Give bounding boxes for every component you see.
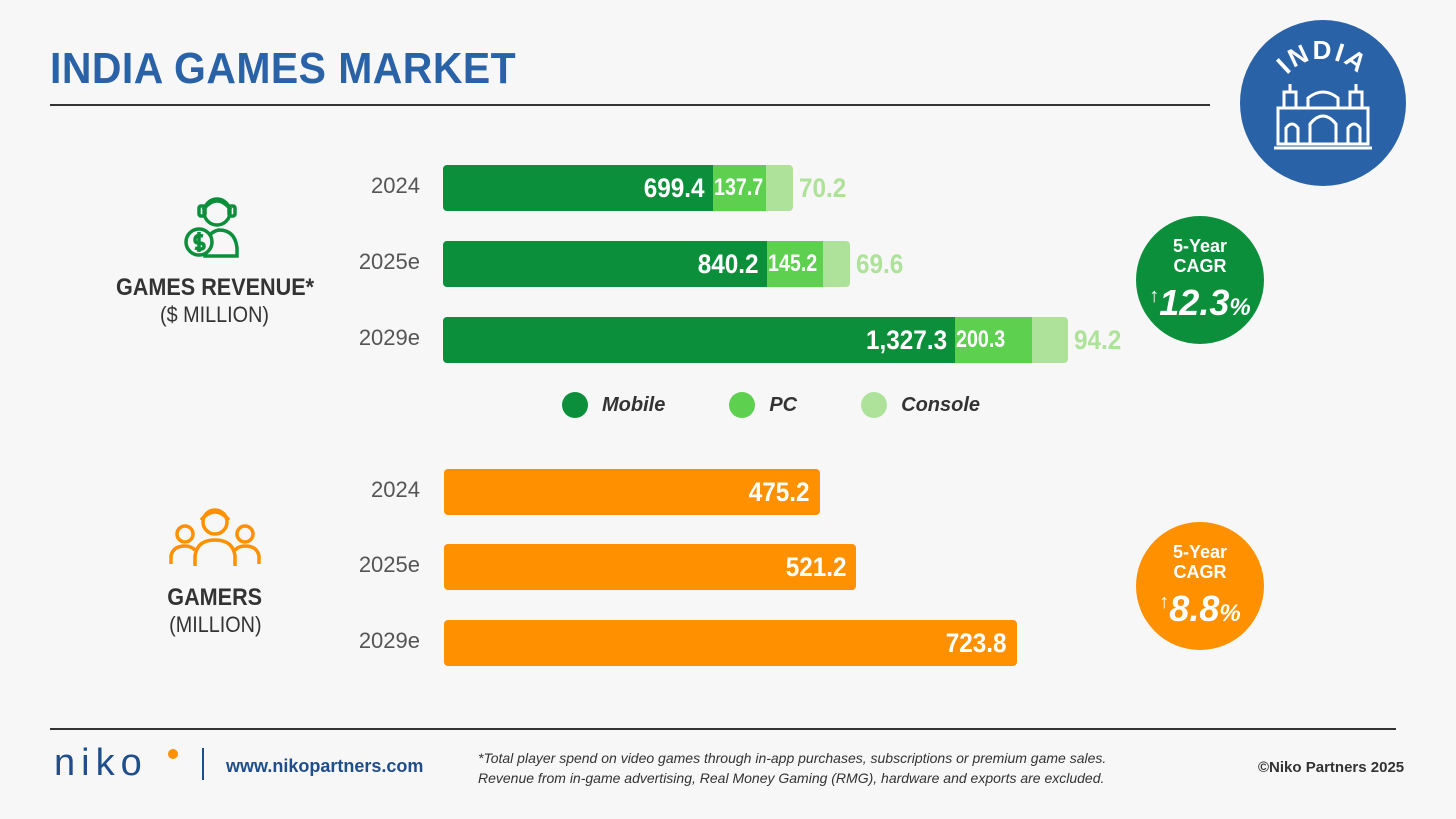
gamers-bar [444, 544, 857, 590]
legend-mobile-label: Mobile [602, 393, 666, 416]
revenue-bar-mobile [443, 317, 955, 363]
badge-text: INDIA [1271, 35, 1372, 79]
revenue-year-label: 2025e [358, 249, 420, 274]
revenue-value-console: 69.6 [855, 249, 903, 279]
page-title: INDIA GAMES MARKET [50, 44, 517, 93]
revenue-bar-pc [712, 165, 766, 211]
revenue-value-mobile: 1,327.3 [865, 325, 947, 355]
revenue-section: GAMES REVENUE* ($ MILLION) [100, 190, 330, 328]
logo-dot [168, 749, 178, 759]
legend-mobile: Mobile [562, 392, 665, 418]
gamers-cagr-suffix: % [1219, 600, 1241, 627]
gamers-cagr-line1: 5-Year [1172, 542, 1228, 562]
footnote-line1: *Total player spend on video games throu… [478, 750, 1107, 766]
footer-separator [202, 748, 204, 780]
legend-console-label: Console [901, 393, 981, 416]
revenue-bar-pc [766, 241, 823, 287]
revenue-cagr-line2: CAGR [1173, 256, 1227, 276]
gamers-year-label: 2029e [358, 628, 420, 653]
revenue-cagr-badge: 5-Year CAGR ↑12.3% [1136, 216, 1264, 344]
money-person-icon [184, 197, 239, 258]
footnote-line2: Revenue from in-game advertising, Real M… [478, 770, 1105, 786]
revenue-value-mobile: 699.4 [643, 173, 705, 203]
niko-brand-text: niko [54, 744, 148, 784]
gamers-cagr-value: 8.8 [1169, 588, 1220, 629]
revenue-bar-mobile [443, 165, 713, 211]
website-link[interactable]: www.nikopartners.com [226, 756, 424, 776]
gamers-cagr-badge: 5-Year CAGR ↑8.8% [1136, 522, 1264, 650]
revenue-value-pc: 137.7 [713, 174, 763, 201]
revenue-cagr-value: 12.3 [1159, 282, 1230, 323]
revenue-bar-console [822, 241, 850, 287]
svg-text:INDIA: INDIA [1271, 35, 1374, 79]
revenue-label: GAMES REVENUE* [115, 274, 315, 301]
revenue-unit: ($ MILLION) [160, 302, 270, 327]
gamers-label: GAMERS [167, 584, 263, 611]
revenue-bar-mobile [443, 241, 767, 287]
gamers-year-label: 2024 [371, 477, 420, 502]
niko-logo: niko [54, 742, 180, 789]
revenue-bar-pc [954, 317, 1032, 363]
revenue-value-pc: 200.3 [955, 326, 1005, 353]
chart-legend: Mobile PC Console [562, 392, 980, 418]
revenue-cagr-suffix: % [1229, 294, 1251, 321]
india-badge: INDIA [1240, 20, 1406, 186]
footnote: *Total player spend on video games throu… [478, 748, 1106, 788]
legend-pc: PC [729, 392, 797, 418]
legend-pc-label: PC [769, 393, 798, 416]
up-arrow-icon: ↑ [1149, 285, 1160, 307]
india-gate-icon: INDIA [1271, 35, 1374, 150]
revenue-value-console: 70.2 [798, 173, 847, 203]
gamers-cagr-line2: CAGR [1173, 562, 1227, 582]
niko-logo-mark: niko [54, 742, 178, 784]
gamers-unit: (MILLION) [168, 612, 262, 637]
legend-console-swatch [861, 392, 888, 418]
legend-pc-swatch [729, 392, 756, 418]
gamers-group-icon [169, 508, 261, 566]
gamers-value-label: 475.2 [749, 477, 810, 507]
footer-divider [50, 728, 1396, 730]
gamers-bar [444, 469, 820, 515]
gamers-value-label: 723.8 [945, 628, 1007, 658]
revenue-year-label: 2024 [371, 173, 420, 198]
gamers-section: GAMERS (MILLION) [100, 500, 330, 638]
legend-console: Console [861, 392, 980, 418]
revenue-value-pc: 145.2 [767, 250, 818, 277]
revenue-value-console: 94.2 [1074, 325, 1122, 355]
title-divider [50, 104, 1210, 106]
legend-mobile-swatch [562, 392, 588, 418]
revenue-value-mobile: 840.2 [698, 249, 759, 279]
up-arrow-icon: ↑ [1159, 591, 1170, 613]
revenue-cagr-line1: 5-Year [1172, 236, 1228, 256]
gamers-bar [444, 620, 1017, 666]
gamers-year-label: 2025e [358, 552, 420, 577]
revenue-bar-console [1031, 317, 1069, 363]
copyright: ©Niko Partners 2025 [1258, 759, 1405, 776]
revenue-bar-console [765, 165, 793, 211]
gamers-value-label: 521.2 [785, 552, 847, 582]
revenue-year-label: 2029e [358, 325, 420, 350]
